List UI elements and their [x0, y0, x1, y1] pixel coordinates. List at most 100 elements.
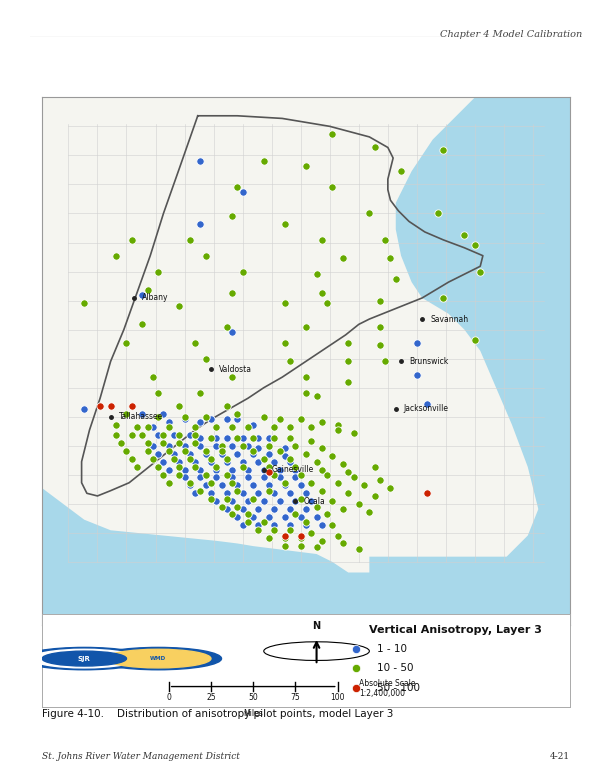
Point — [275, 495, 284, 507]
Point — [122, 445, 131, 458]
Point — [290, 463, 300, 476]
Point — [338, 537, 348, 549]
Point — [412, 336, 422, 349]
Point — [254, 487, 263, 500]
Point — [365, 207, 374, 220]
Point — [259, 495, 269, 507]
Point — [264, 432, 274, 444]
Point — [375, 294, 385, 307]
Point — [290, 471, 300, 483]
Point — [127, 429, 137, 441]
Point — [217, 479, 226, 492]
Text: Brunswick: Brunswick — [409, 357, 448, 366]
Point — [227, 421, 237, 434]
Point — [328, 495, 337, 507]
Point — [111, 419, 121, 431]
Text: St. Johns River Water Management District: St. Johns River Water Management Distric… — [42, 752, 240, 761]
Point — [227, 508, 237, 521]
Point — [233, 413, 242, 426]
Point — [280, 479, 290, 492]
Point — [196, 416, 205, 428]
Text: 10 - 50: 10 - 50 — [377, 663, 414, 673]
Point — [359, 479, 369, 492]
Text: Vertical Anisotropy, Layer 3: Vertical Anisotropy, Layer 3 — [370, 625, 542, 635]
Point — [243, 508, 253, 521]
Point — [196, 463, 205, 476]
Point — [132, 421, 142, 434]
Point — [238, 519, 247, 531]
Point — [148, 440, 158, 452]
Point — [312, 268, 322, 280]
Point — [190, 429, 200, 441]
Point — [280, 540, 290, 552]
Point — [286, 421, 295, 434]
Point — [296, 529, 305, 542]
Point — [264, 448, 274, 460]
Point — [275, 413, 284, 426]
Point — [470, 239, 480, 252]
Point — [233, 484, 242, 497]
Point — [227, 371, 237, 383]
Point — [307, 527, 316, 539]
Point — [349, 427, 358, 439]
Point — [164, 440, 173, 452]
Point — [154, 429, 163, 441]
Point — [243, 495, 253, 507]
Point — [248, 432, 258, 444]
Point — [238, 265, 247, 277]
Point — [280, 450, 290, 462]
Point — [322, 297, 332, 309]
Point — [243, 471, 253, 483]
Point — [106, 400, 115, 413]
Point — [211, 432, 221, 444]
Point — [349, 471, 358, 483]
Point — [301, 321, 311, 333]
Point — [317, 416, 326, 428]
Point — [286, 432, 295, 444]
Point — [206, 413, 216, 426]
Point — [280, 218, 290, 230]
Point — [158, 455, 168, 468]
Point — [269, 432, 279, 444]
Point — [433, 207, 443, 220]
Point — [259, 155, 269, 167]
Point — [190, 421, 200, 434]
Point — [238, 186, 247, 199]
Point — [312, 500, 322, 513]
Point — [264, 440, 274, 452]
Point — [233, 500, 242, 513]
Point — [238, 503, 247, 515]
Point — [370, 490, 379, 502]
Point — [180, 463, 190, 476]
Point — [301, 516, 311, 528]
Point — [380, 355, 390, 368]
Point — [175, 300, 184, 312]
Point — [269, 421, 279, 434]
Point — [338, 503, 348, 515]
Point — [243, 421, 253, 434]
Point — [127, 234, 137, 246]
Point — [317, 287, 326, 299]
Point — [185, 476, 194, 489]
Point — [264, 479, 274, 492]
Point — [175, 461, 184, 473]
Point — [79, 297, 89, 309]
Point — [296, 413, 305, 426]
Point — [127, 400, 137, 413]
Point — [143, 437, 152, 449]
Point — [127, 400, 137, 413]
Point — [211, 463, 221, 476]
Point — [370, 141, 379, 154]
Point — [269, 519, 279, 531]
Point — [280, 529, 290, 542]
Text: WMD: WMD — [150, 656, 166, 661]
Point — [227, 440, 237, 452]
Point — [227, 210, 237, 222]
Point — [196, 471, 205, 483]
Point — [322, 508, 332, 521]
Point — [317, 519, 326, 531]
Point — [206, 476, 216, 489]
Point — [391, 274, 401, 286]
Point — [470, 334, 480, 347]
Point — [79, 402, 89, 415]
